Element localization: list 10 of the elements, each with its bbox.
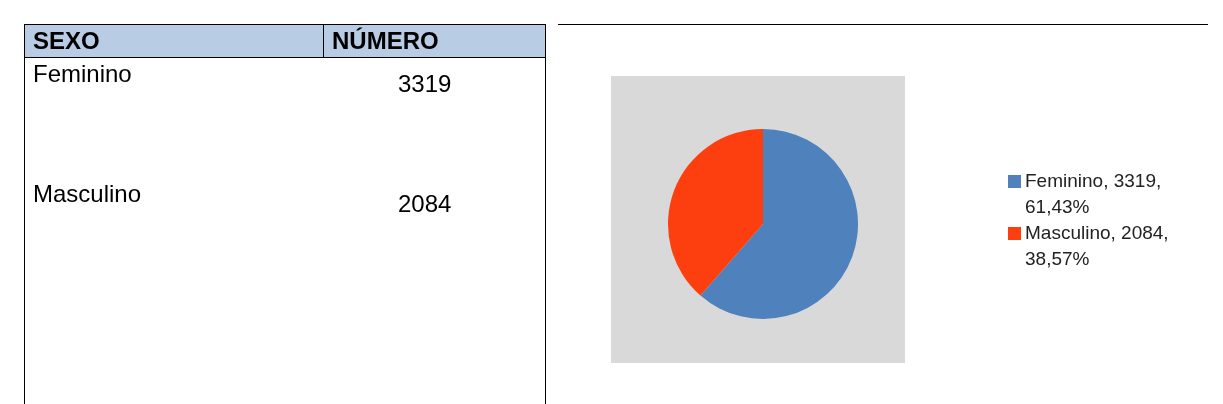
text: SEXO <box>25 25 324 57</box>
pie-slice <box>700 129 858 319</box>
text: 3319 <box>398 70 452 98</box>
legend-label: Feminino, 3319, 61,43% <box>1025 168 1163 219</box>
text: NÚMERO <box>331 27 439 55</box>
text: Masculino <box>33 180 142 208</box>
text: 2084 <box>398 190 452 218</box>
legend-label: Masculino, 2084, 38,57% <box>1025 220 1170 271</box>
pie-slice <box>668 129 763 296</box>
text: Feminino <box>33 60 132 88</box>
